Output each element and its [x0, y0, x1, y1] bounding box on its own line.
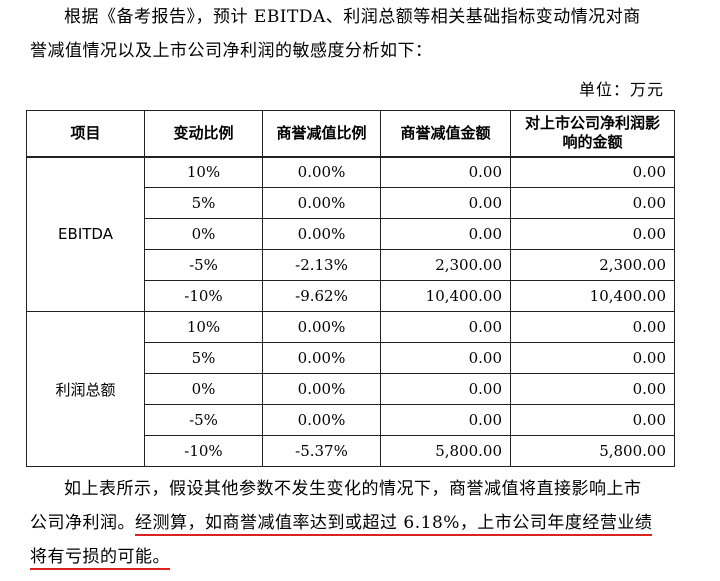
- cell-amount: 5,800.00: [380, 435, 511, 467]
- cell-amount: 0.00: [380, 342, 511, 374]
- cell-ratio: 0.00%: [262, 373, 381, 405]
- cell-amount: 0.00: [380, 373, 511, 405]
- header-impairment-amount: 商誉减值金额: [380, 110, 511, 157]
- cell-ratio: -2.13%: [262, 249, 381, 281]
- cell-impact: 0.00: [510, 187, 675, 219]
- table-row: 0% 0.00% 0.00 0.00: [27, 373, 675, 405]
- group-label-total-profit: 利润总额: [26, 311, 145, 467]
- cell-amount: 0.00: [380, 311, 511, 343]
- intro-line: 根据《备考报告》，预计 EBITDA、利润总额等相关基础指标变动情况对商: [64, 7, 641, 27]
- cell-impact: 5,800.00: [510, 435, 675, 467]
- conclusion-line: 如上表所示，假设其他参数不发生变化的情况下，商誉减值将直接影响上市: [64, 479, 642, 499]
- cell-change: 10%: [144, 311, 263, 343]
- cell-change: 0%: [144, 218, 263, 250]
- cell-impact: 0.00: [510, 156, 675, 188]
- cell-impact: 0.00: [510, 218, 675, 250]
- cell-impact: 2,300.00: [510, 249, 675, 281]
- table-row: EBITDA 10% 0.00% 0.00 0.00: [26, 156, 675, 312]
- conclusion-line: 将有亏损的可能。: [30, 540, 698, 574]
- cell-ratio: 0.00%: [262, 404, 381, 436]
- cell-amount: 0.00: [380, 187, 511, 219]
- cell-change: 5%: [144, 342, 263, 374]
- cell-ratio: 0.00%: [262, 342, 381, 374]
- cell-ratio: 0.00%: [262, 218, 381, 250]
- header-change-ratio: 变动比例: [144, 110, 263, 157]
- cell-ratio: 0.00%: [262, 156, 381, 188]
- group-label-ebitda: EBITDA: [26, 156, 145, 312]
- cell-change: -10%: [144, 435, 263, 467]
- cell-change: -10%: [144, 280, 263, 312]
- table-header-row: 项目 变动比例 商誉减值比例 商誉减值金额 对上市公司净利润影响的金额: [26, 110, 675, 157]
- cell-amount: 0.00: [380, 404, 511, 436]
- cell-change: 0%: [144, 373, 263, 405]
- cell-impact: 0.00: [510, 373, 675, 405]
- table-row: 5% 0.00% 0.00 0.00: [27, 187, 675, 219]
- cell-ratio: -9.62%: [262, 280, 381, 312]
- sensitivity-table: 项目 变动比例 商誉减值比例 商誉减值金额 对上市公司净利润影响的金额 EBIT…: [26, 110, 675, 467]
- conclusion-line: 公司净利润。经测算，如商誉减值率达到或超过 6.18%，上市公司年度经营业绩: [30, 506, 698, 540]
- highlighted-conclusion: 将有亏损的可能。: [30, 547, 170, 570]
- cell-change: -5%: [144, 249, 263, 281]
- table-row: -5% -2.13% 2,300.00 2,300.00: [27, 249, 675, 281]
- header-impairment-ratio: 商誉减值比例: [262, 110, 381, 157]
- cell-ratio: 0.00%: [262, 187, 381, 219]
- header-net-profit-impact: 对上市公司净利润影响的金额: [510, 110, 675, 157]
- cell-change: 10%: [144, 156, 263, 188]
- cell-amount: 2,300.00: [380, 249, 511, 281]
- highlighted-conclusion: 经测算，如商誉减值率达到或超过 6.18%，上市公司年度经营业绩: [135, 513, 653, 536]
- table-row: 0% 0.00% 0.00 0.00: [27, 218, 675, 250]
- conclusion-paragraph: 如上表所示，假设其他参数不发生变化的情况下，商誉减值将直接影响上市 公司净利润。…: [30, 472, 698, 574]
- header-item: 项目: [26, 110, 145, 157]
- unit-label: 单位：万元: [578, 80, 664, 99]
- table-row: 利润总额 10% 0.00% 0.00 0.00: [26, 311, 675, 467]
- cell-impact: 10,400.00: [510, 280, 675, 312]
- table-row: -10% -9.62% 10,400.00 10,400.00: [27, 280, 675, 312]
- cell-amount: 10,400.00: [380, 280, 511, 312]
- table-row: -10% -5.37% 5,800.00 5,800.00: [27, 435, 675, 467]
- table-row: -5% 0.00% 0.00 0.00: [27, 404, 675, 436]
- cell-impact: 0.00: [510, 342, 675, 374]
- conclusion-plain-text: 公司净利润。: [30, 513, 135, 533]
- cell-change: 5%: [144, 187, 263, 219]
- cell-impact: 0.00: [510, 311, 675, 343]
- intro-line: 誉减值情况以及上市公司净利润的敏感度分析如下：: [30, 41, 433, 61]
- cell-impact: 0.00: [510, 404, 675, 436]
- cell-amount: 0.00: [380, 218, 511, 250]
- intro-paragraph: 根据《备考报告》，预计 EBITDA、利润总额等相关基础指标变动情况对商 誉减值…: [30, 0, 698, 68]
- cell-amount: 0.00: [380, 156, 511, 188]
- cell-ratio: 0.00%: [262, 311, 381, 343]
- cell-change: -5%: [144, 404, 263, 436]
- table-row: 5% 0.00% 0.00 0.00: [27, 342, 675, 374]
- cell-ratio: -5.37%: [262, 435, 381, 467]
